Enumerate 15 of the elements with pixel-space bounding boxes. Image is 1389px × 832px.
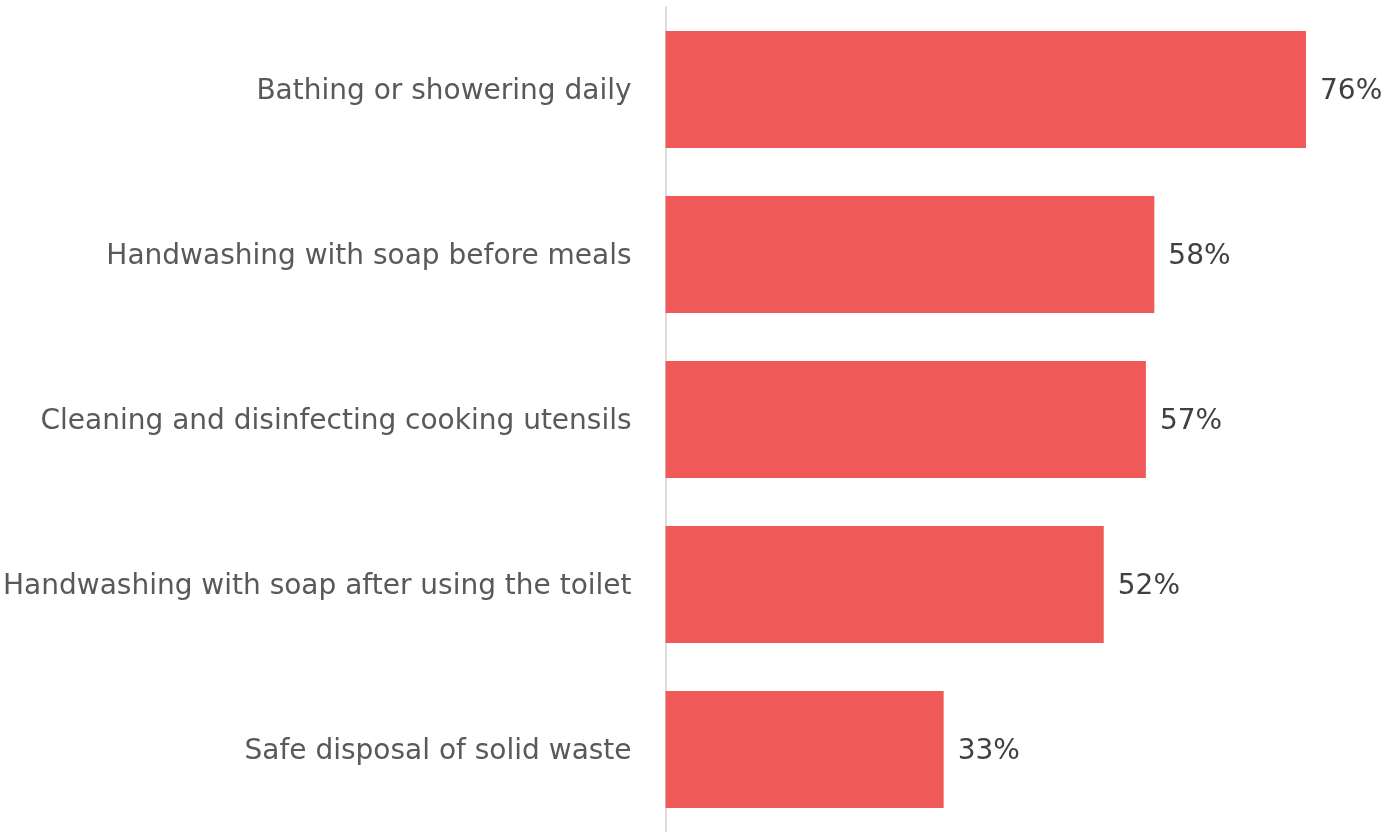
data-label: 57% bbox=[1159, 403, 1223, 436]
data-label: 33% bbox=[957, 733, 1020, 766]
y-tick-label: Handwashing with soap before meals bbox=[106, 238, 632, 271]
bar bbox=[665, 30, 1306, 149]
bar bbox=[665, 195, 1155, 314]
y-tick-label: Handwashing with soap after using the toilet bbox=[3, 568, 632, 601]
y-tick-label: Safe disposal of solid waste bbox=[244, 733, 632, 766]
y-tick-label: Cleaning and disinfecting cooking utensils bbox=[40, 403, 632, 436]
bar bbox=[665, 690, 944, 809]
y-tick-label: Bathing or showering daily bbox=[256, 73, 632, 106]
bar bbox=[665, 525, 1104, 644]
data-label: 76% bbox=[1320, 73, 1383, 106]
bar bbox=[665, 360, 1146, 479]
data-label: 52% bbox=[1117, 568, 1180, 601]
data-label: 58% bbox=[1168, 238, 1231, 271]
